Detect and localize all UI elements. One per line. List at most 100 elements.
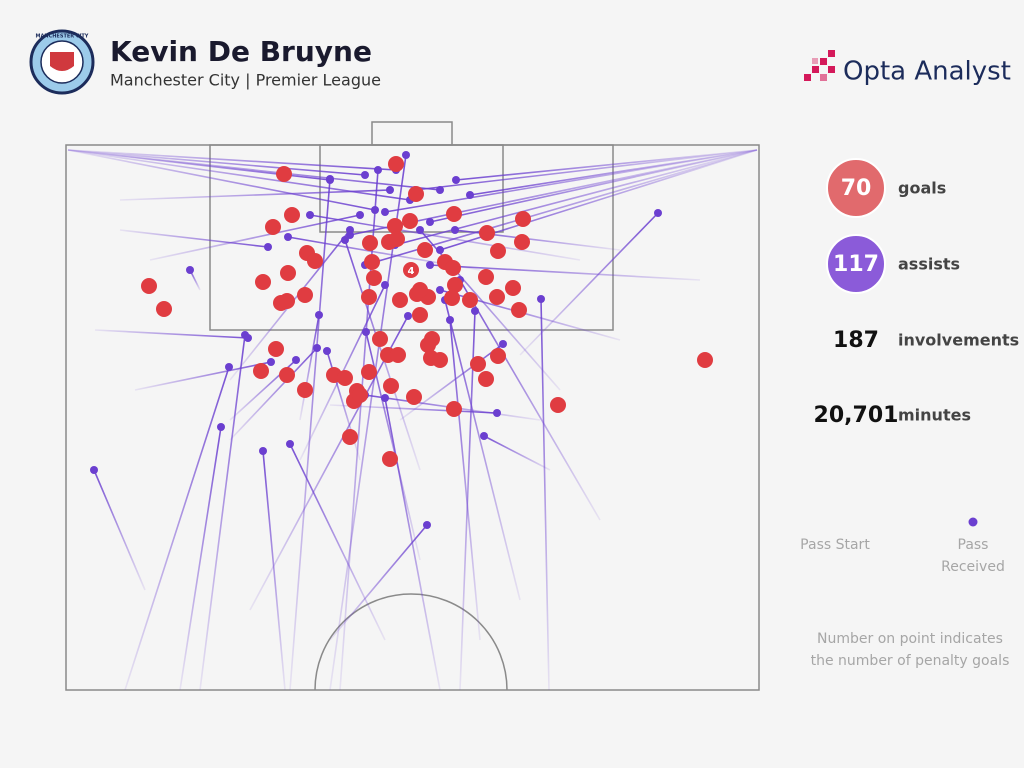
assist-point <box>466 191 474 199</box>
assist-point <box>267 358 275 366</box>
goal-point <box>515 211 531 227</box>
stat-value: 20,701 <box>814 403 899 428</box>
assist-point <box>362 328 370 336</box>
assist-pass <box>459 279 601 521</box>
assist-point <box>90 466 98 474</box>
badge-text: MANCHESTER CITY <box>36 34 89 40</box>
stat-badge <box>826 158 886 218</box>
goal-point <box>141 278 157 294</box>
goal-point <box>446 206 462 222</box>
assist-point <box>315 311 323 319</box>
assist-pass <box>149 214 361 261</box>
stat-badge <box>826 234 886 294</box>
goal-point <box>406 389 422 405</box>
assist-point <box>654 209 662 217</box>
goal-point <box>279 293 295 309</box>
assist-pass <box>429 264 701 281</box>
assist-pass <box>289 443 386 641</box>
assist-point <box>284 233 292 241</box>
goal-point <box>337 370 353 386</box>
assist-pass <box>67 149 376 211</box>
assist-point <box>286 440 294 448</box>
goal-point <box>511 302 527 318</box>
assist-point <box>446 316 454 324</box>
assist-pass <box>483 435 551 471</box>
stat-label: goals <box>898 179 946 198</box>
stat-value: 70 <box>841 176 872 201</box>
assist-pass <box>229 347 318 441</box>
goal-point <box>392 292 408 308</box>
goal-point <box>697 352 713 368</box>
goal-point <box>383 378 399 394</box>
goal-point <box>372 331 388 347</box>
goal-point <box>382 451 398 467</box>
legend-start: Pass Start <box>800 537 870 553</box>
assist-point <box>356 211 364 219</box>
goal-point <box>470 356 486 372</box>
assist-point <box>326 175 334 183</box>
goal-point <box>389 231 405 247</box>
assist-pass <box>540 298 550 691</box>
goal-point <box>280 265 296 281</box>
assist-point <box>480 432 488 440</box>
brand-logo <box>804 50 835 81</box>
assist-point <box>292 356 300 364</box>
assist-point <box>423 521 431 529</box>
legend-dot <box>968 517 978 527</box>
goal-point <box>297 382 313 398</box>
goal-point <box>361 289 377 305</box>
goal-point <box>412 282 428 298</box>
assist-pass <box>384 397 441 691</box>
assist-pass <box>262 450 286 691</box>
assist-pass <box>199 334 246 691</box>
goal-point <box>490 348 506 364</box>
assist-point <box>381 281 389 289</box>
assist-pass <box>179 426 222 691</box>
assist-point <box>186 266 194 274</box>
assist-point <box>306 211 314 219</box>
goal-point <box>420 337 436 353</box>
goal-point <box>478 371 494 387</box>
goal-point <box>490 243 506 259</box>
assist-point <box>341 236 349 244</box>
assist-point <box>416 226 424 234</box>
goal-point <box>276 166 292 182</box>
goal-point <box>444 290 460 306</box>
goal-point <box>307 253 323 269</box>
goal-point <box>479 225 495 241</box>
subtitle: Manchester City | Premier League <box>110 71 381 90</box>
stat-label: involvements <box>898 331 1019 350</box>
assist-pass <box>134 361 272 391</box>
assist-pass <box>67 149 366 176</box>
stat-value: 117 <box>833 252 879 277</box>
assist-point <box>244 334 252 342</box>
assist-pass <box>94 329 249 339</box>
brand: Opta Analyst <box>843 57 1011 87</box>
legend-note: Number on point indicates the number of … <box>810 631 1010 669</box>
stat-label: assists <box>898 255 960 274</box>
legend-end: Pass Received <box>941 537 1005 575</box>
goal-point <box>342 429 358 445</box>
goal-point <box>362 235 378 251</box>
assist-point <box>493 409 501 417</box>
goal-point <box>514 234 530 250</box>
badge: MANCHESTER CITY <box>29 29 95 95</box>
assist-pass <box>329 524 428 641</box>
goal-point <box>412 307 428 323</box>
goal-point <box>265 219 281 235</box>
goal-point <box>445 260 461 276</box>
goal-point <box>550 397 566 413</box>
assist-pass <box>309 214 581 261</box>
goal-point <box>478 269 494 285</box>
goal-point <box>388 156 404 172</box>
assist-point <box>426 218 434 226</box>
assist-point <box>436 286 444 294</box>
assist-pass <box>249 315 409 611</box>
goal-point <box>408 186 424 202</box>
assist-point <box>225 363 233 371</box>
goal-point <box>364 254 380 270</box>
goal-point <box>432 352 448 368</box>
goal-point <box>297 287 313 303</box>
assist-pass <box>124 366 230 691</box>
